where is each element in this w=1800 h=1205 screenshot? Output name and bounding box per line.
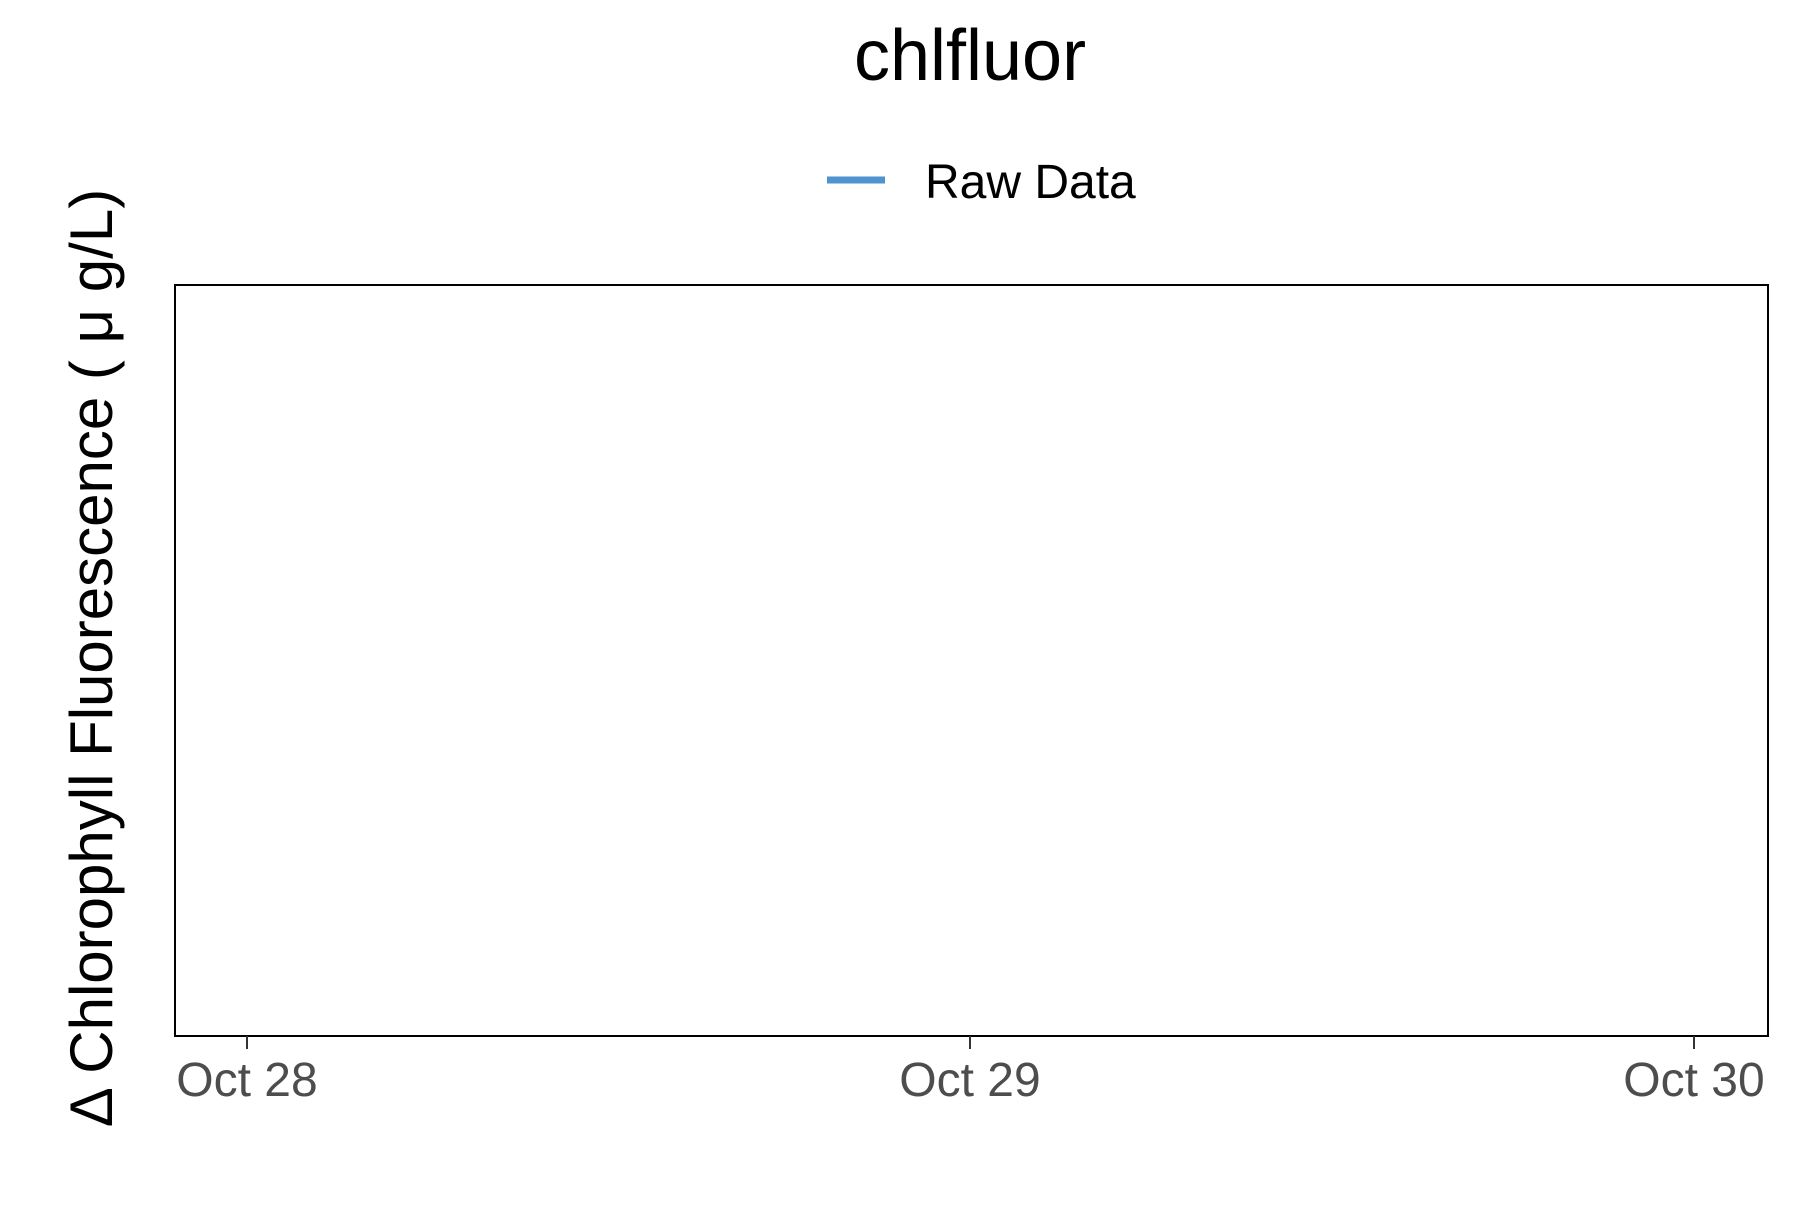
legend: Raw Data	[827, 156, 1136, 209]
x-tick-label: Oct 30	[1623, 1054, 1764, 1107]
y-axis-label: Δ Chlorophyll Fluorescence ( μ g/L)	[58, 189, 125, 1127]
x-tick-label: Oct 29	[899, 1054, 1040, 1107]
legend-label-raw-data: Raw Data	[925, 156, 1136, 209]
chart-title: chlfluor	[854, 16, 1086, 96]
plot-panel	[174, 284, 1769, 1037]
x-tick-label: Oct 28	[176, 1054, 317, 1107]
x-axis: Oct 28 Oct 29 Oct 30	[176, 1036, 1765, 1107]
